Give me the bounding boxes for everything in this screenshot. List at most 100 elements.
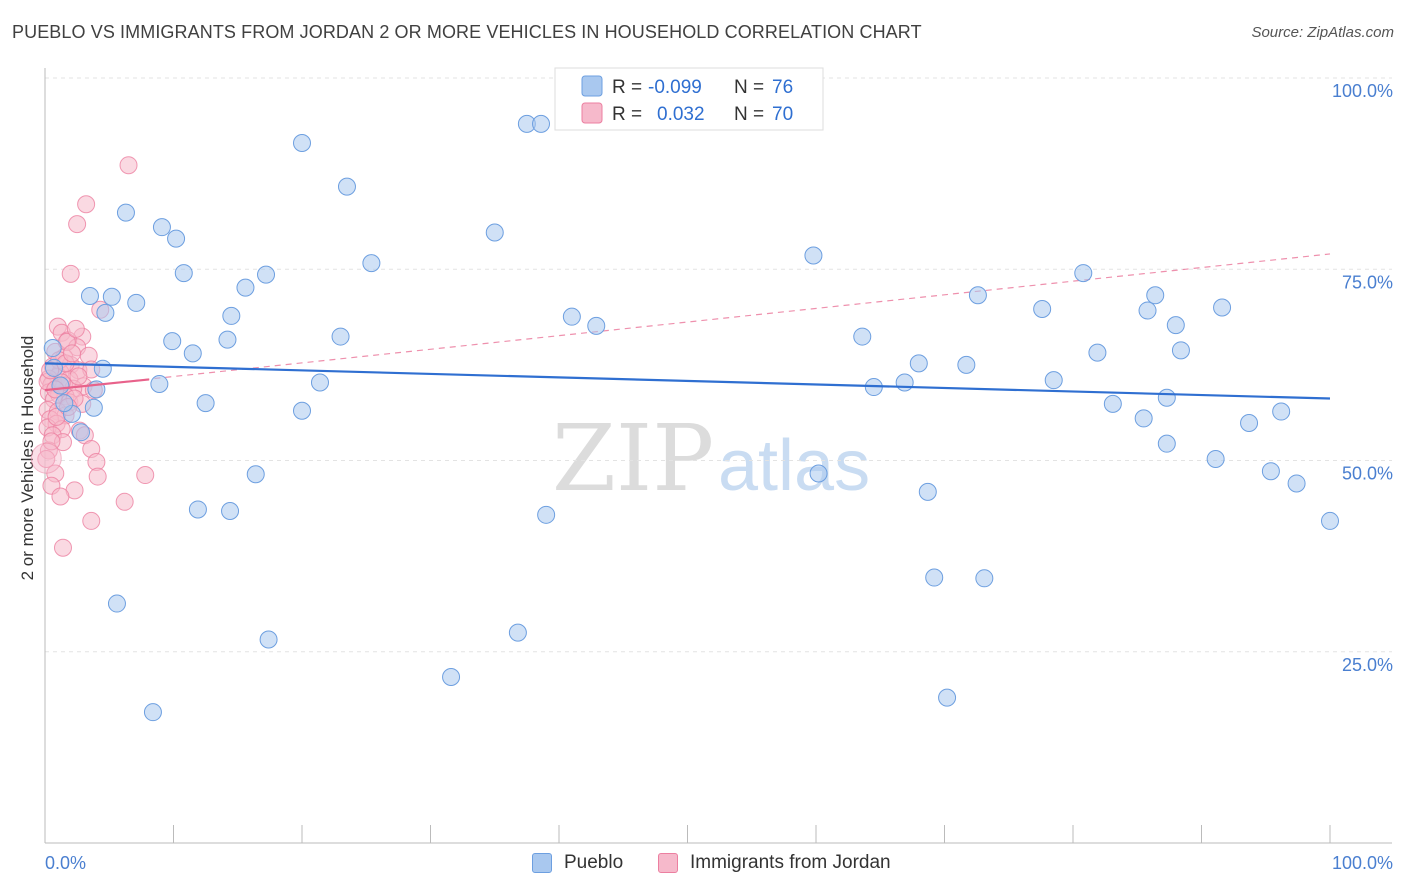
point-jordan[interactable] [66,319,85,338]
point-pueblo[interactable] [587,316,606,335]
point-pueblo[interactable] [80,287,99,306]
point-jordan[interactable] [68,215,87,234]
point-pueblo[interactable] [96,303,115,322]
point-pueblo[interactable] [152,218,171,237]
point-pueblo[interactable] [1206,449,1225,468]
point-pueblo[interactable] [1240,414,1259,433]
point-pueblo[interactable] [1088,343,1107,362]
point-pueblo[interactable] [1321,511,1339,530]
x-tick-label-max: 100.0% [1332,853,1393,873]
y-tick-label: 50.0% [1342,464,1393,484]
point-pueblo[interactable] [331,327,350,346]
point-pueblo[interactable] [968,286,987,305]
point-pueblo[interactable] [957,355,976,374]
point-pueblo[interactable] [188,500,207,519]
point-pueblo[interactable] [236,278,255,297]
point-jordan[interactable] [42,432,61,451]
point-pueblo[interactable] [1157,434,1176,453]
legend-jordan-n-label: N = [734,104,764,125]
point-pueblo[interactable] [93,359,112,378]
point-pueblo[interactable] [1272,402,1291,421]
point-pueblo[interactable] [102,287,121,306]
series-pueblo-points [43,114,1339,722]
point-jordan[interactable] [53,538,72,557]
point-pueblo[interactable] [337,177,356,196]
point-pueblo[interactable] [218,330,237,349]
point-pueblo[interactable] [174,264,193,283]
legend-jordan-n-value: 70 [772,104,793,125]
point-pueblo[interactable] [107,594,126,613]
point-pueblo[interactable] [1166,316,1185,335]
point-pueblo[interactable] [143,703,162,722]
point-pueblo[interactable] [293,134,311,153]
point-pueblo[interactable] [127,293,146,312]
point-pueblo[interactable] [362,254,381,273]
point-pueblo[interactable] [1157,388,1176,407]
point-pueblo[interactable] [537,505,556,524]
point-pueblo[interactable] [183,344,202,363]
point-pueblo[interactable] [925,568,944,587]
point-pueblo[interactable] [442,667,461,686]
point-pueblo[interactable] [71,423,90,442]
point-pueblo[interactable] [150,375,169,393]
point-jordan-large[interactable] [30,442,62,474]
point-pueblo[interactable] [1261,462,1280,481]
point-pueblo[interactable] [909,354,928,373]
point-pueblo[interactable] [257,265,276,284]
point-pueblo[interactable] [918,482,937,501]
point-pueblo[interactable] [55,394,74,413]
trend-line-jordan [44,378,150,392]
point-jordan[interactable] [37,449,56,468]
point-pueblo[interactable] [1138,301,1157,320]
source-label: Source: ZipAtlas.com [1251,24,1394,41]
point-pueblo[interactable] [532,114,551,133]
point-pueblo[interactable] [508,623,527,642]
point-pueblo[interactable] [1287,474,1306,493]
point-pueblo[interactable] [895,373,914,392]
point-jordan[interactable] [69,367,88,386]
point-jordan[interactable] [51,487,70,506]
point-jordan[interactable] [61,264,80,283]
point-pueblo[interactable] [562,307,581,326]
point-pueblo[interactable] [938,688,957,707]
point-pueblo[interactable] [809,464,828,483]
trend-line-pueblo [44,362,1331,400]
point-pueblo[interactable] [196,394,215,413]
point-pueblo[interactable] [116,203,135,222]
point-jordan[interactable] [77,195,96,214]
legend-item-pueblo[interactable]: Pueblo [532,852,623,874]
point-pueblo[interactable] [84,398,103,417]
legend-item-jordan[interactable]: Immigrants from Jordan [658,852,891,874]
point-pueblo[interactable] [1171,341,1190,360]
point-pueblo[interactable] [259,630,278,649]
point-pueblo[interactable] [1103,394,1122,413]
point-pueblo[interactable] [293,401,311,420]
point-pueblo[interactable] [1033,300,1052,319]
point-jordan[interactable] [62,344,81,363]
point-pueblo[interactable] [51,376,70,395]
point-pueblo[interactable] [975,569,994,588]
point-pueblo[interactable] [43,339,62,358]
point-pueblo[interactable] [221,501,240,520]
point-pueblo[interactable] [163,332,182,351]
watermark: ZIP atlas [552,405,870,512]
point-jordan[interactable] [88,467,107,486]
point-pueblo[interactable] [310,373,329,392]
point-pueblo[interactable] [222,306,241,325]
point-pueblo[interactable] [1213,298,1232,317]
point-jordan[interactable] [119,156,138,175]
point-pueblo[interactable] [44,358,63,377]
point-pueblo[interactable] [167,229,186,248]
point-pueblo[interactable] [1074,264,1093,283]
point-pueblo[interactable] [485,223,504,242]
point-pueblo[interactable] [1146,286,1165,305]
point-jordan[interactable] [115,492,134,511]
point-pueblo[interactable] [804,246,823,265]
point-pueblo[interactable] [1134,409,1153,428]
point-pueblo[interactable] [246,465,265,484]
point-jordan[interactable] [136,466,155,485]
point-pueblo[interactable] [853,327,872,346]
point-jordan[interactable] [82,511,101,530]
point-pueblo[interactable] [1044,371,1063,390]
